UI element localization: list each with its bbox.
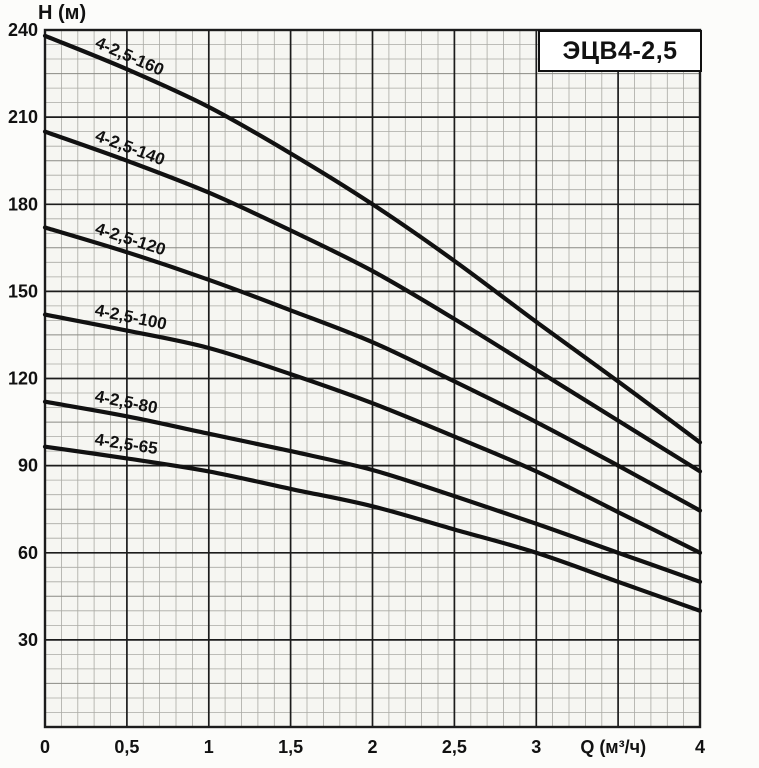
x-tick-label: 1 <box>204 737 214 757</box>
x-tick-label: 3 <box>531 737 541 757</box>
x-tick-label: 2 <box>367 737 377 757</box>
curve-4-2-5-100 <box>42 312 703 555</box>
curve-4-2-5-80 <box>42 399 703 584</box>
y-tick-label: 60 <box>18 543 38 563</box>
x-tick-label: 4 <box>695 737 705 757</box>
curve-4-2-5-160 <box>42 33 703 445</box>
curve-4-2-5-120 <box>42 225 703 513</box>
y-tick-label: 120 <box>8 369 38 389</box>
x-tick-label: 0,5 <box>114 737 139 757</box>
y-axis-title: H (м) <box>38 2 87 24</box>
x-tick-label: 0 <box>40 737 50 757</box>
x-tick-labels: 0 0,5 1 1,5 2 2,5 3 Q (м³/ч) 4 <box>40 737 705 757</box>
y-tick-label: 150 <box>8 281 38 301</box>
y-tick-label: 30 <box>18 630 38 650</box>
x-tick-label: 1,5 <box>278 737 303 757</box>
y-tick-label: 180 <box>8 194 38 214</box>
y-tick-label: 90 <box>18 456 38 476</box>
chart-title-box: ЭЦВ4-2,5 <box>538 30 702 72</box>
y-tick-labels: 30 60 90 120 150 180 210 240 <box>8 20 38 650</box>
x-tick-label: 2,5 <box>442 737 467 757</box>
plot-border <box>43 28 702 729</box>
curve-4-2-5-140 <box>42 129 703 474</box>
y-tick-label: 240 <box>8 20 38 40</box>
pump-curves <box>42 33 703 613</box>
y-tick-label: 210 <box>8 107 38 127</box>
curve-4-2-5-65 <box>42 444 703 613</box>
x-tick-label: Q (м³/ч) <box>580 737 646 757</box>
